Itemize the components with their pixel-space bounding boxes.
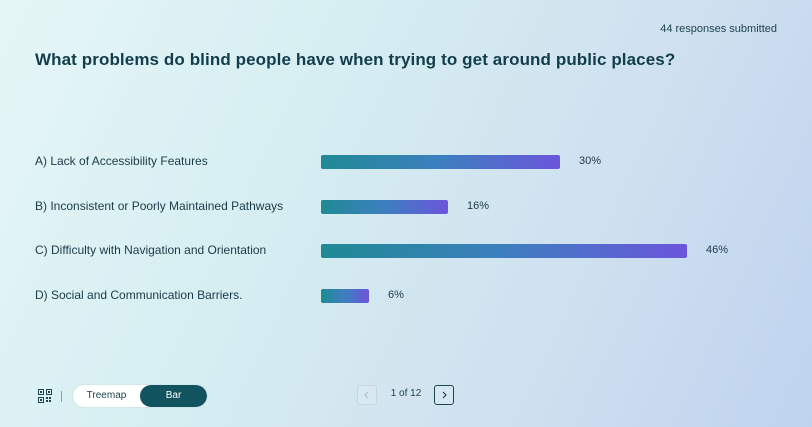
option-percent: 46% xyxy=(706,244,729,256)
chevron-left-icon xyxy=(364,391,369,399)
result-row: D) Social and Communication Barriers. 6% xyxy=(0,286,812,306)
option-percent: 6% xyxy=(388,289,404,301)
qr-code-icon[interactable] xyxy=(38,389,52,403)
toolbar-divider xyxy=(61,391,62,402)
view-toggle: Treemap Bar xyxy=(73,385,207,407)
option-percent: 16% xyxy=(467,200,490,212)
bar-view-button[interactable]: Bar xyxy=(140,385,207,407)
option-label: C) Difficulty with Navigation and Orient… xyxy=(35,243,267,257)
result-bar xyxy=(321,289,369,303)
result-bar xyxy=(321,244,687,258)
result-row: A) Lack of Accessibility Features 30% xyxy=(0,152,812,172)
page-indicator: 1 of 12 xyxy=(390,388,422,399)
footer-toolbar: Treemap Bar 1 of 12 xyxy=(0,367,812,427)
treemap-view-button[interactable]: Treemap xyxy=(86,390,127,401)
option-percent: 30% xyxy=(579,155,602,167)
option-label: D) Social and Communication Barriers. xyxy=(35,288,243,302)
option-label: B) Inconsistent or Poorly Maintained Pat… xyxy=(35,199,284,213)
result-row: B) Inconsistent or Poorly Maintained Pat… xyxy=(0,197,812,217)
chevron-right-icon xyxy=(442,391,447,399)
previous-page-button[interactable] xyxy=(357,385,377,405)
result-row: C) Difficulty with Navigation and Orient… xyxy=(0,241,812,261)
next-page-button[interactable] xyxy=(434,385,454,405)
result-bar xyxy=(321,155,560,169)
responses-count: 44 responses submitted xyxy=(660,23,777,35)
option-label: A) Lack of Accessibility Features xyxy=(35,154,208,168)
question-title: What problems do blind people have when … xyxy=(35,50,676,69)
result-bar xyxy=(321,200,448,214)
